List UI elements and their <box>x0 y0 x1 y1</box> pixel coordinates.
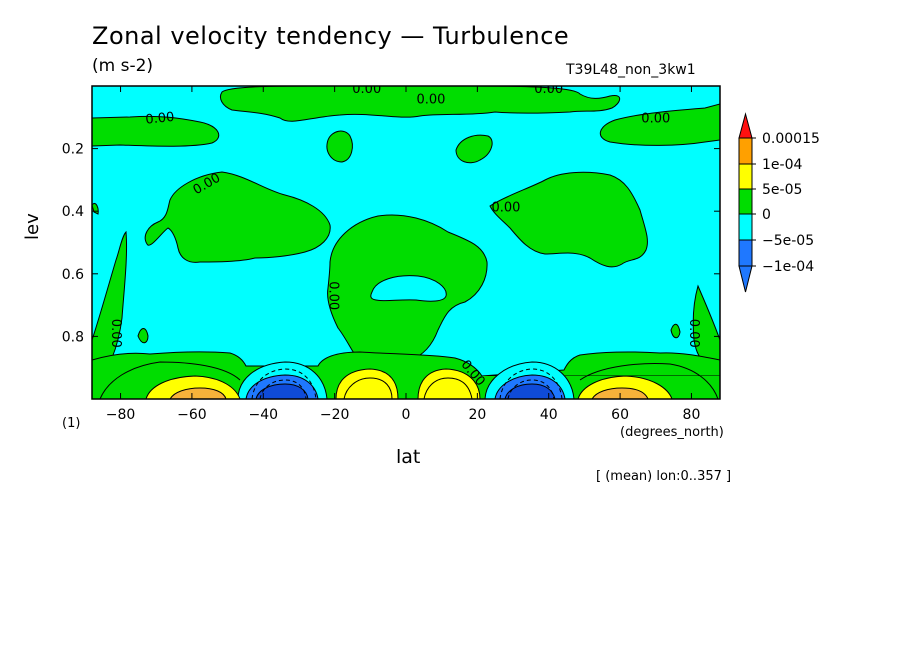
contour-label: 0.00 <box>491 201 520 216</box>
colorbar-label: 0.00015 <box>762 131 820 147</box>
green-mid-nh <box>489 171 648 268</box>
colorbar-label: −1e-04 <box>762 259 814 275</box>
y-tick-label: 0.4 <box>62 204 84 220</box>
x-tick-label: 40 <box>540 407 558 423</box>
x-tick-label: −40 <box>248 407 278 423</box>
x-tick-label: 60 <box>611 407 629 423</box>
x-tick-label: −20 <box>320 407 350 423</box>
contour-label: 0.00 <box>145 110 175 128</box>
x-tick-label: 0 <box>402 407 411 423</box>
colorbar-band-1e-04-to-0.00015 <box>738 137 753 165</box>
orange-core-sh-high <box>169 387 227 399</box>
colorbar-band-0-to-5e-05 <box>738 188 753 215</box>
blue-core-inner-nh <box>504 383 556 399</box>
contour-label-text: 0.00 <box>145 110 175 128</box>
y-axis: 0.2 0.4 0.6 0.8 <box>62 142 720 345</box>
colorbar-band-5e-05-to-1e-04 <box>738 163 753 190</box>
x-tick-label: −80 <box>106 407 136 423</box>
x-axis: −80 −60 −40 −20 0 20 40 60 80 <box>106 86 701 423</box>
contour-label-text: 0.00 <box>641 111 670 126</box>
yellow-core-sh-low <box>335 368 399 399</box>
contour-label-text: 0.00 <box>686 319 701 348</box>
chart-units: (m s-2) <box>92 56 154 76</box>
yellow-core-nh-low <box>417 368 481 399</box>
colorbar: 0.00015 1e-04 5e-05 0 −5e-05 −1e-04 <box>738 112 820 293</box>
green-small-sh <box>326 130 353 163</box>
contour-label: 0.00 <box>686 319 701 348</box>
mean-note: [ (mean) lon:0..357 ] <box>596 469 732 484</box>
contour-label: 0.00 <box>326 281 341 310</box>
green-top-right <box>600 103 720 146</box>
contour-label: 0.00 <box>641 111 670 126</box>
x-axis-label: lat <box>396 446 421 468</box>
colorbar-band-neg1e-04-to-neg5e-05 <box>738 239 753 267</box>
contour-label: 0.00 <box>417 93 446 108</box>
contour-label-text: 0.00 <box>491 201 520 216</box>
blue-core-inner-sh <box>255 383 309 399</box>
contour-label: 0.00 <box>352 82 381 97</box>
x-tick-label: 80 <box>683 407 701 423</box>
x-axis-units: (degrees_north) <box>620 425 724 440</box>
colorbar-bottom-arrow <box>738 265 753 293</box>
contour-label-text: 0.00 <box>352 82 381 97</box>
figure-index: (1) <box>62 416 81 431</box>
colorbar-label: 5e-05 <box>762 182 802 198</box>
green-top-cap <box>219 86 621 122</box>
green-mid-sh <box>144 171 331 263</box>
green-small-ticks <box>137 323 681 344</box>
y-tick-label: 0.2 <box>62 142 84 158</box>
colorbar-band-neg5e-05-to-0 <box>738 213 753 241</box>
colorbar-label: −5e-05 <box>762 233 814 249</box>
cyan-hole <box>370 275 447 302</box>
y-tick-label: 0.6 <box>62 267 84 283</box>
positive-inner-contours <box>99 361 719 399</box>
colorbar-label: 0 <box>762 207 771 223</box>
y-axis-label: lev <box>22 213 43 240</box>
run-id: T39L48_non_3kw1 <box>566 62 696 78</box>
green-small-nh <box>455 134 493 164</box>
x-tick-label: −60 <box>177 407 207 423</box>
y-tick-label: 0.8 <box>62 329 84 345</box>
green-top-left <box>92 115 220 147</box>
x-tick-label: 20 <box>468 407 486 423</box>
green-edge-left <box>92 202 128 363</box>
contour-field: 0.000.000.000.000.000.000.000.000.00 0.00… <box>92 82 720 399</box>
chart-title: Zonal velocity tendency — Turbulence <box>92 22 570 50</box>
dashed-negative-contours <box>251 368 563 399</box>
colorbar-top-arrow <box>738 112 753 139</box>
contour-label-text: 0.00 <box>417 93 446 108</box>
contour-label-text: 0.00 <box>326 281 341 310</box>
colorbar-label: 1e-04 <box>762 157 802 173</box>
contour-label: 0.00 <box>108 319 123 348</box>
contour-label-text: 0.00 <box>108 319 123 348</box>
